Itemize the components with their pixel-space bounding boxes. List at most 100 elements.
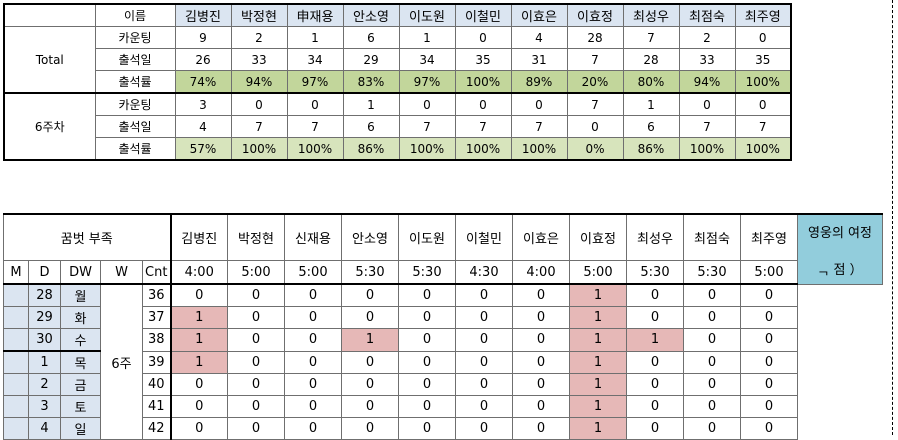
summary-row-label: 출석률 (94, 137, 176, 161)
weekday-cell: 수 (60, 328, 101, 352)
time-cell: 4:30 (455, 260, 513, 285)
attendance-value-cell: 1 (569, 373, 627, 396)
summary-value-cell: 6 (622, 115, 680, 138)
attendance-value-cell: 0 (512, 417, 570, 440)
attendance-row: 30 수 38 1 0 0 1 0 0 0 1 1 0 0 (3, 328, 883, 352)
weekday-cell: 월 (60, 283, 101, 307)
summary-value-cell: 100% (230, 137, 288, 161)
day-cell: 4 (28, 417, 61, 440)
attendance-value-cell: 0 (398, 395, 456, 418)
month-cell (3, 306, 29, 329)
attendance-value-cell: 0 (398, 283, 456, 307)
col-header-weekday: DW (60, 260, 101, 285)
summary-row: 출석률 74% 94% 97% 83% 97% 100% 89% 20% 80% 94% 100% (4, 70, 792, 94)
attendance-value-cell: 1 (170, 306, 228, 329)
col-header-month: M (3, 260, 29, 285)
summary-value-cell: 33 (678, 48, 736, 71)
summary-value-cell: 28 (566, 26, 624, 49)
summary-column: 영웅의 여정 ᆨ 점 ） (797, 213, 883, 285)
attendance-name-cell: 최성우 (626, 213, 684, 261)
col-header-day: D (28, 260, 61, 285)
attendance-value-cell: 0 (455, 306, 513, 329)
attendance-value-cell: 0 (227, 328, 285, 352)
attendance-value-cell: 0 (284, 350, 342, 374)
attendance-value-cell: 0 (683, 350, 741, 374)
count-cell: 42 (142, 417, 172, 440)
attendance-value-cell: 1 (569, 328, 627, 352)
day-cell: 2 (28, 373, 61, 396)
attendance-row: 2 금 40 0 0 0 0 0 0 0 1 0 0 0 (3, 373, 883, 396)
attendance-value-cell: 0 (170, 417, 228, 440)
summary-name-cell: 최점숙 (678, 3, 736, 27)
summary-row-label: 카운팅 (94, 26, 176, 49)
attendance-value-cell: 0 (683, 373, 741, 396)
attendance-value-cell: 1 (569, 350, 627, 374)
attendance-value-cell: 0 (398, 350, 456, 374)
day-cell: 29 (28, 306, 61, 329)
week-cell: 6주 (100, 283, 143, 440)
attendance-value-cell: 0 (740, 373, 798, 396)
summary-value-cell: 0 (510, 92, 568, 116)
day-cell: 1 (28, 350, 61, 374)
summary-row: 6주차 카운팅 3 0 0 1 0 0 0 7 1 0 0 (3, 92, 792, 161)
summary-value-cell: 2 (230, 26, 288, 49)
summary-value-cell: 7 (286, 115, 344, 138)
attendance-table: 꿈벗 부족 김병진 박정현 신재용 안소영 이도원 이철민 이효은 이효정 최성… (3, 213, 883, 440)
attendance-value-cell: 0 (398, 328, 456, 352)
summary-value-cell: 4 (174, 115, 232, 138)
col-header-count: Cnt (142, 260, 172, 285)
attendance-value-cell: 0 (284, 417, 342, 440)
summary-value-cell: 29 (342, 48, 400, 71)
attendance-name-cell: 최주영 (740, 213, 798, 261)
attendance-value-cell: 0 (683, 283, 741, 307)
summary-value-cell: 100% (734, 70, 792, 94)
attendance-row: 4 일 42 0 0 0 0 0 0 0 1 0 0 0 (3, 417, 883, 440)
month-cell (3, 395, 29, 418)
attendance-value-cell: 0 (227, 350, 285, 374)
count-cell: 37 (142, 306, 172, 329)
summary-column-title: 영웅의 여정 (808, 226, 872, 241)
summary-value-cell: 1 (622, 92, 680, 116)
summary-value-cell: 86% (342, 137, 400, 161)
attendance-value-cell: 0 (512, 328, 570, 352)
time-cell: 4:00 (170, 260, 228, 285)
attendance-value-cell: 0 (455, 283, 513, 307)
time-cell: 5:00 (284, 260, 342, 285)
attendance-value-cell: 0 (341, 350, 399, 374)
summary-value-cell: 0 (286, 92, 344, 116)
attendance-row: 29 화 37 1 0 0 0 0 0 0 1 0 0 0 (3, 306, 883, 329)
summary-value-cell: 35 (454, 48, 512, 71)
attendance-header-row: 꿈벗 부족 김병진 박정현 신재용 안소영 이도원 이철민 이효은 이효정 최성… (3, 213, 883, 285)
summary-value-cell: 80% (622, 70, 680, 94)
summary-column-body: ᆨ 점 ） (817, 263, 863, 278)
summary-value-cell: 7 (622, 26, 680, 49)
summary-body: Total 카운팅 9 2 1 6 1 0 4 28 7 2 0 출석일 26 33 34 29 34 35 31 7 28… (3, 26, 792, 161)
attendance-value-cell: 0 (626, 306, 684, 329)
attendance-value-cell: 0 (740, 306, 798, 329)
weekday-cell: 일 (60, 417, 101, 440)
summary-value-cell: 1 (398, 26, 456, 49)
time-cell: 5:30 (683, 260, 741, 285)
attendance-value-cell: 0 (626, 395, 684, 418)
time-cell: 5:30 (398, 260, 456, 285)
attendance-name-cell: 박정현 (227, 213, 285, 261)
attendance-value-cell: 1 (626, 328, 684, 352)
attendance-value-cell: 0 (284, 373, 342, 396)
attendance-value-cell: 0 (398, 417, 456, 440)
attendance-name-cell: 이도원 (398, 213, 456, 261)
attendance-name-cell: 이효정 (569, 213, 627, 261)
summary-value-cell: 31 (510, 48, 568, 71)
summary-value-cell: 7 (454, 115, 512, 138)
summary-value-cell: 0 (678, 92, 736, 116)
summary-value-cell: 100% (510, 137, 568, 161)
summary-value-cell: 7 (566, 48, 624, 71)
summary-name-cell: 최주영 (734, 3, 792, 27)
summary-row-label: 카운팅 (94, 92, 176, 116)
summary-value-cell: 0 (566, 115, 624, 138)
summary-value-cell: 1 (286, 26, 344, 49)
attendance-value-cell: 0 (626, 350, 684, 374)
time-cell: 5:30 (341, 260, 399, 285)
summary-value-cell: 100% (678, 137, 736, 161)
time-cell: 5:00 (740, 260, 798, 285)
summary-group-label: Total (3, 26, 96, 94)
